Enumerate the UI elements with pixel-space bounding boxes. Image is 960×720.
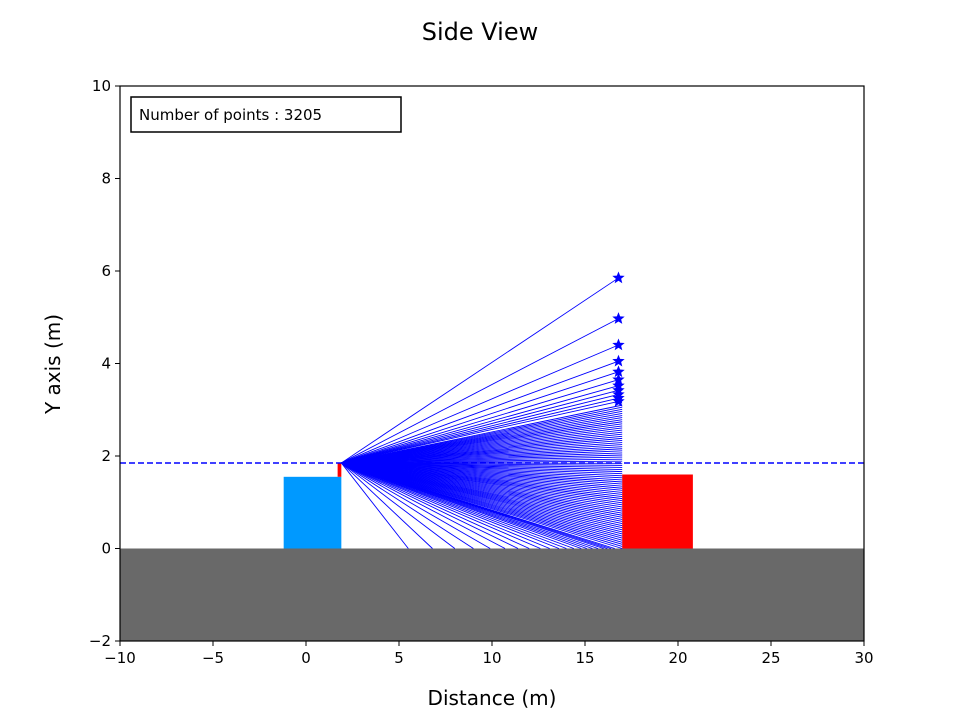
- x-tick-label: 5: [394, 649, 404, 667]
- target-vehicle: [622, 474, 693, 549]
- y-tick-label: 4: [101, 355, 111, 373]
- x-axis-label: Distance (m): [428, 686, 557, 710]
- hit-point-star: [612, 394, 625, 407]
- x-tick-label: −5: [202, 649, 224, 667]
- y-axis-label: Y axis (m): [41, 314, 65, 415]
- ray-line: [341, 344, 619, 464]
- point-count-label: Number of points : 3205: [139, 106, 322, 124]
- ray-line: [341, 462, 615, 549]
- ray-line: [341, 360, 619, 464]
- ray-line: [341, 400, 619, 464]
- ray-line: [341, 462, 433, 549]
- ray-line: [341, 277, 619, 464]
- ray-line: [341, 318, 619, 464]
- x-tick-label: −10: [104, 649, 136, 667]
- ray-line: [341, 462, 541, 549]
- axis-ticks: −10 −5 0 5 10 15 20 25 30 −2 0 2 4 6 8 10: [89, 77, 874, 667]
- point-count-frame: [130, 96, 402, 133]
- ray-line: [341, 462, 491, 549]
- ray-line: [341, 394, 619, 464]
- hit-point-star: [612, 338, 625, 351]
- x-tick-label: 25: [761, 649, 780, 667]
- ray-line: [341, 462, 506, 549]
- plot-area: [119, 85, 865, 642]
- y-tick-label: 6: [101, 262, 111, 280]
- y-tick-label: −2: [89, 632, 111, 650]
- x-tick-label: 30: [854, 649, 873, 667]
- ground-region: [120, 548, 864, 641]
- chart-title: Side View: [422, 18, 538, 46]
- y-tick-label: 0: [101, 540, 111, 558]
- ray-line: [341, 397, 619, 464]
- hit-point-star: [612, 354, 625, 367]
- point-count-box: Number of points : 3205: [130, 96, 402, 133]
- ray-line: [341, 462, 550, 549]
- x-tick-label: 0: [301, 649, 311, 667]
- hit-point-star: [612, 373, 625, 385]
- sensor-mount: [337, 462, 342, 477]
- hit-point-star: [612, 365, 625, 378]
- y-tick-label: 2: [101, 447, 111, 465]
- ray-line: [341, 462, 519, 549]
- ray-line: [341, 385, 619, 464]
- hit-point-star: [612, 271, 625, 284]
- ray-line: [341, 379, 619, 464]
- x-tick-label: 15: [575, 649, 594, 667]
- x-tick-label: 20: [668, 649, 687, 667]
- ray-line: [341, 462, 456, 549]
- x-tick-label: 10: [482, 649, 501, 667]
- ego-vehicle: [283, 476, 342, 549]
- ray-line: [341, 389, 619, 464]
- lidar-rays: [340, 277, 623, 549]
- ray-line: [341, 371, 619, 464]
- ray-line: [341, 462, 474, 549]
- ray-line: [341, 462, 530, 549]
- hit-point-star: [612, 312, 625, 324]
- y-tick-label: 8: [101, 170, 111, 188]
- y-tick-label: 10: [92, 77, 111, 95]
- ray-line: [341, 404, 623, 464]
- ray-line: [340, 462, 409, 549]
